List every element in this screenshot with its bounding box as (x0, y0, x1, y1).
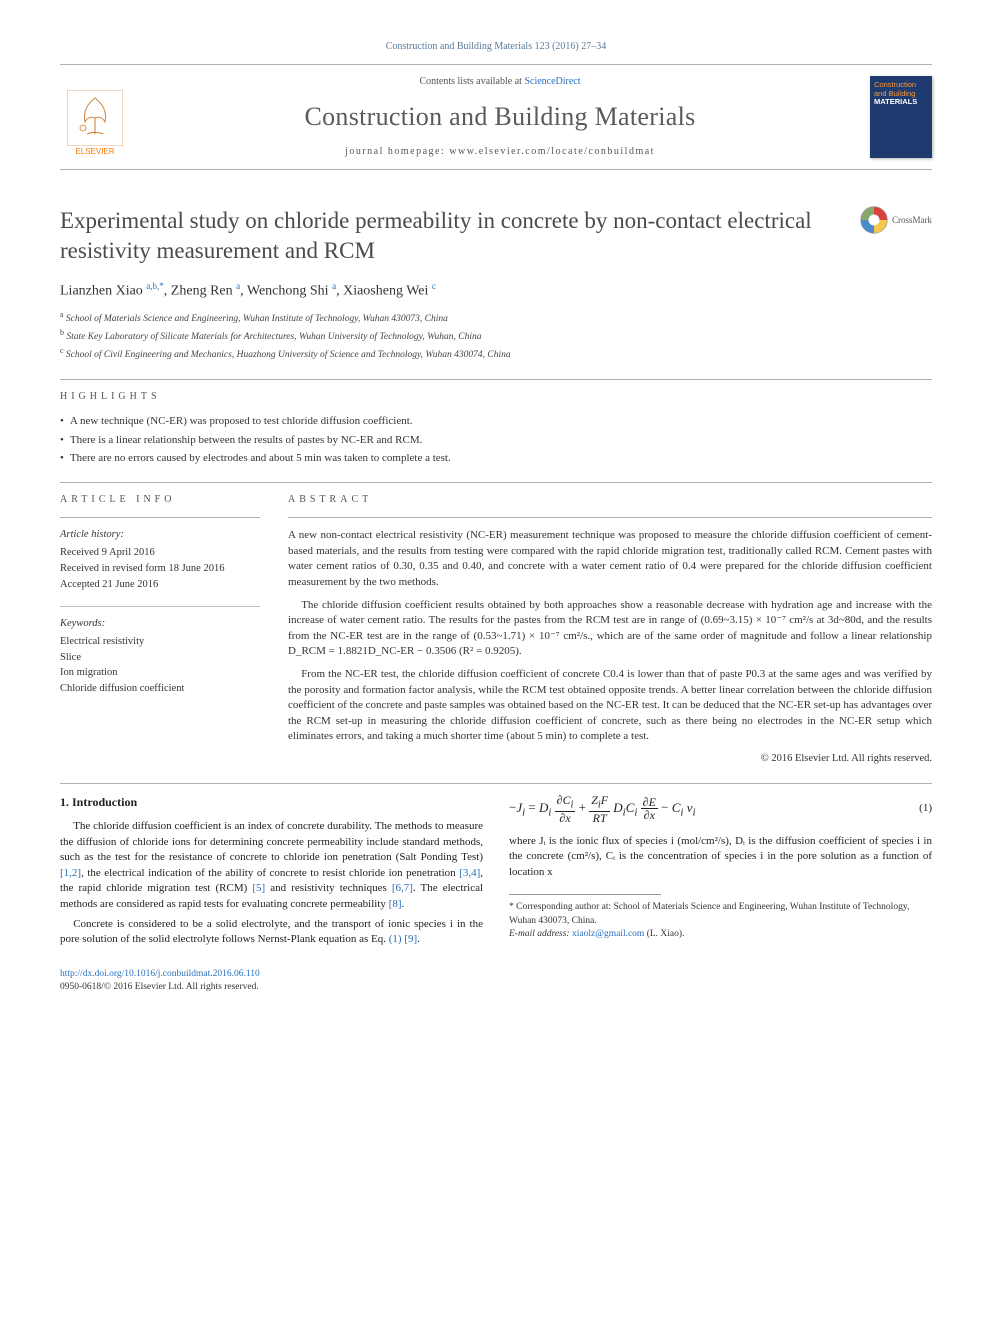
keywords-block: Keywords: Electrical resistivity Slice I… (60, 617, 260, 697)
highlight-item: There is a linear relationship between t… (60, 433, 932, 448)
highlights-list: A new technique (NC-ER) was proposed to … (60, 414, 932, 466)
affiliation-c: c School of Civil Engineering and Mechan… (60, 345, 932, 363)
keyword-item: Ion migration (60, 665, 260, 681)
citation-link[interactable]: [6,7] (392, 882, 413, 894)
divider (60, 783, 932, 784)
divider (60, 379, 932, 380)
corresponding-author-note: * Corresponding author at: School of Mat… (509, 901, 932, 928)
publisher-logo-text: ELSEVIER (75, 146, 114, 157)
cover-line-2: MATERIALS (874, 98, 928, 107)
intro-text: . (401, 898, 404, 910)
intro-text: chloride migration test (RCM) (106, 882, 252, 894)
keyword-item: Electrical resistivity (60, 634, 260, 650)
equation-1: −Ji = Di ∂Ci∂x + ZiFRT DiCi ∂E∂x − Ci vi… (509, 794, 932, 823)
body-two-column: 1. Introduction The chloride diffusion c… (60, 794, 932, 949)
cover-line-1: Construction and Building (874, 81, 928, 98)
highlight-item: There are no errors caused by electrodes… (60, 451, 932, 466)
homepage-url[interactable]: www.elsevier.com/locate/conbuildmat (449, 146, 655, 157)
introduction-heading: 1. Introduction (60, 794, 483, 811)
citation-link[interactable]: [5] (252, 882, 265, 894)
citation-link[interactable]: [1,2] (60, 867, 81, 879)
highlights-label: HIGHLIGHTS (60, 390, 932, 404)
affiliation-text: School of Materials Science and Engineer… (66, 315, 448, 325)
article-history-heading: Article history: (60, 528, 260, 543)
history-received: Received 9 April 2016 (60, 545, 260, 561)
email-label: E-mail address: (509, 929, 572, 939)
intro-text: . (417, 933, 420, 945)
abstract-copyright: © 2016 Elsevier Ltd. All rights reserved… (288, 752, 932, 767)
equation-number: (1) (919, 801, 932, 816)
article-history-block: Article history: Received 9 April 2016 R… (60, 528, 260, 592)
crossmark-label: CrossMark (892, 214, 932, 227)
article-title: Experimental study on chloride permeabil… (60, 206, 844, 266)
highlight-item: A new technique (NC-ER) was proposed to … (60, 414, 932, 429)
email-who: (L. Xiao). (644, 929, 684, 939)
email-link[interactable]: xiaolz@gmail.com (572, 929, 644, 939)
email-note: E-mail address: xiaolz@gmail.com (L. Xia… (509, 928, 932, 941)
authors-line: Lianzhen Xiao a,b,*, Zheng Ren a, Wencho… (60, 280, 932, 301)
info-divider (60, 606, 260, 607)
intro-paragraph-2: Concrete is considered to be a solid ele… (60, 917, 483, 948)
journal-reference: Construction and Building Materials 123 … (60, 40, 932, 54)
divider (60, 482, 932, 483)
intro-text: The chloride diffusion coefficient is an… (60, 820, 483, 863)
equation-body: −Ji = Di ∂Ci∂x + ZiFRT DiCi ∂E∂x − Ci vi (509, 794, 695, 823)
journal-name: Construction and Building Materials (144, 99, 856, 135)
history-revised: Received in revised form 18 June 2016 (60, 561, 260, 577)
abstract-paragraph: From the NC-ER test, the chloride diffus… (288, 667, 932, 744)
homepage-prefix: journal homepage: (345, 146, 449, 157)
keyword-item: Chloride diffusion coefficient (60, 681, 260, 697)
journal-cover-thumbnail: Construction and Building MATERIALS (870, 76, 932, 158)
contents-prefix: Contents lists available at (419, 76, 524, 87)
keywords-heading: Keywords: (60, 617, 260, 632)
abstract-paragraph: A new non-contact electrical resistivity… (288, 528, 932, 590)
abstract-column: ABSTRACT A new non-contact electrical re… (288, 493, 932, 767)
article-info-column: ARTICLE INFO Article history: Received 9… (60, 493, 260, 767)
abstract-label: ABSTRACT (288, 493, 932, 507)
elsevier-tree-icon (67, 90, 123, 146)
crossmark-badge[interactable]: CrossMark (860, 206, 932, 234)
intro-text: and resistivity techniques (265, 882, 392, 894)
doi-link[interactable]: http://dx.doi.org/10.1016/j.conbuildmat.… (60, 968, 932, 981)
affiliation-text: School of Civil Engineering and Mechanic… (66, 350, 511, 360)
header-center: Contents lists available at ScienceDirec… (144, 75, 856, 159)
equation-link[interactable]: (1) (389, 933, 402, 945)
affiliation-b: b State Key Laboratory of Silicate Mater… (60, 327, 932, 345)
abstract-paragraph: The chloride diffusion coefficient resul… (288, 598, 932, 660)
footnotes-block: * Corresponding author at: School of Mat… (509, 901, 932, 941)
intro-paragraph-1: The chloride diffusion coefficient is an… (60, 819, 483, 913)
history-accepted: Accepted 21 June 2016 (60, 577, 260, 593)
footnote-separator (509, 894, 661, 895)
journal-homepage-line: journal homepage: www.elsevier.com/locat… (144, 145, 856, 159)
keyword-item: Slice (60, 650, 260, 666)
publisher-logo: ELSEVIER (60, 77, 130, 157)
affiliation-a: a School of Materials Science and Engine… (60, 309, 932, 327)
abstract-text: A new non-contact electrical resistivity… (288, 517, 932, 767)
issn-copyright: 0950-0618/© 2016 Elsevier Ltd. All right… (60, 981, 932, 994)
crossmark-icon (860, 206, 888, 234)
contents-lists-line: Contents lists available at ScienceDirec… (144, 75, 856, 89)
page-footer: http://dx.doi.org/10.1016/j.conbuildmat.… (60, 968, 932, 995)
journal-header-band: ELSEVIER Contents lists available at Sci… (60, 64, 932, 170)
intro-text: , the electrical indication of the abili… (81, 867, 459, 879)
citation-link[interactable]: [8] (389, 898, 402, 910)
affiliations-block: a School of Materials Science and Engine… (60, 309, 932, 363)
intro-paragraph-3: where Jᵢ is the ionic flux of species i … (509, 834, 932, 881)
article-info-label: ARTICLE INFO (60, 493, 260, 507)
sciencedirect-link[interactable]: ScienceDirect (524, 76, 580, 87)
citation-link[interactable]: [9] (404, 933, 417, 945)
affiliation-text: State Key Laboratory of Silicate Materia… (66, 333, 481, 343)
citation-link[interactable]: [3,4] (459, 867, 480, 879)
